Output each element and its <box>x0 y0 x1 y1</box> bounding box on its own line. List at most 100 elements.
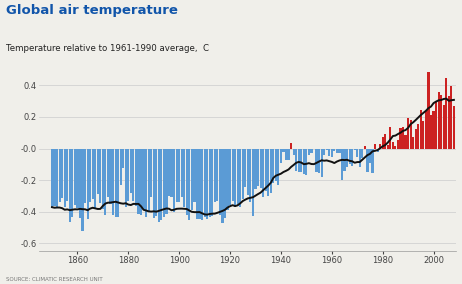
Bar <box>440 95 442 149</box>
Bar <box>377 149 379 152</box>
Bar <box>420 110 422 149</box>
Bar <box>341 149 343 180</box>
Bar <box>160 149 163 220</box>
Bar <box>176 149 178 202</box>
Bar <box>226 149 229 210</box>
Bar <box>91 149 94 199</box>
Bar <box>443 105 445 149</box>
Bar <box>417 124 419 149</box>
Bar <box>432 111 435 149</box>
Bar <box>104 149 106 216</box>
Bar <box>255 149 256 189</box>
Bar <box>122 149 124 168</box>
Text: SOURCE: CLIMATIC RESEARCH UNIT: SOURCE: CLIMATIC RESEARCH UNIT <box>6 277 102 282</box>
Bar <box>237 149 239 205</box>
Bar <box>448 96 450 149</box>
Bar <box>216 149 219 201</box>
Bar <box>450 86 452 149</box>
Bar <box>316 149 318 172</box>
Bar <box>323 149 325 155</box>
Bar <box>69 149 71 222</box>
Bar <box>135 149 137 206</box>
Bar <box>290 143 292 149</box>
Bar <box>331 149 333 157</box>
Bar <box>353 149 356 150</box>
Bar <box>397 140 399 149</box>
Bar <box>275 149 277 181</box>
Bar <box>292 149 295 155</box>
Bar <box>54 149 55 206</box>
Bar <box>102 149 104 209</box>
Bar <box>115 149 117 217</box>
Bar <box>191 149 193 210</box>
Bar <box>356 149 359 157</box>
Bar <box>214 149 216 202</box>
Bar <box>338 149 340 153</box>
Bar <box>427 72 430 149</box>
Bar <box>392 142 394 149</box>
Bar <box>74 149 76 205</box>
Bar <box>407 118 409 149</box>
Bar <box>234 149 236 207</box>
Bar <box>81 149 84 231</box>
Bar <box>219 149 221 216</box>
Bar <box>277 149 280 185</box>
Bar <box>117 149 119 217</box>
Bar <box>282 149 285 153</box>
Bar <box>242 149 244 199</box>
Bar <box>163 149 165 218</box>
Bar <box>257 149 259 186</box>
Bar <box>415 129 417 149</box>
Bar <box>89 149 91 202</box>
Bar <box>369 149 371 163</box>
Bar <box>127 149 129 201</box>
Bar <box>422 121 425 149</box>
Bar <box>435 101 437 149</box>
Bar <box>168 149 170 197</box>
Bar <box>71 149 73 216</box>
Bar <box>410 120 412 149</box>
Bar <box>265 149 267 191</box>
Bar <box>186 149 188 215</box>
Bar <box>371 149 374 173</box>
Bar <box>328 149 330 156</box>
Bar <box>183 149 185 206</box>
Bar <box>109 149 112 204</box>
Bar <box>318 149 320 173</box>
Bar <box>285 149 287 160</box>
Bar <box>181 149 183 197</box>
Bar <box>199 149 201 219</box>
Bar <box>211 149 213 216</box>
Bar <box>379 145 381 149</box>
Bar <box>384 133 386 149</box>
Bar <box>425 111 427 149</box>
Bar <box>59 149 61 202</box>
Bar <box>147 149 150 211</box>
Bar <box>252 149 254 216</box>
Bar <box>61 149 63 198</box>
Bar <box>262 149 264 197</box>
Bar <box>158 149 160 222</box>
Bar <box>51 149 53 208</box>
Bar <box>333 149 335 151</box>
Bar <box>97 149 99 194</box>
Bar <box>130 149 132 193</box>
Bar <box>204 149 206 217</box>
Bar <box>430 114 432 149</box>
Bar <box>120 149 122 185</box>
Bar <box>140 149 142 215</box>
Bar <box>438 92 440 149</box>
Bar <box>300 149 302 172</box>
Bar <box>303 149 305 174</box>
Bar <box>132 149 134 201</box>
Bar <box>343 149 346 171</box>
Bar <box>260 149 261 188</box>
Bar <box>280 149 282 163</box>
Bar <box>152 149 155 218</box>
Bar <box>453 106 455 149</box>
Bar <box>178 149 180 202</box>
Bar <box>305 149 307 176</box>
Bar <box>395 146 396 149</box>
Text: Temperature relative to 1961-1990 average,  C: Temperature relative to 1961-1990 averag… <box>6 44 208 53</box>
Bar <box>387 145 389 149</box>
